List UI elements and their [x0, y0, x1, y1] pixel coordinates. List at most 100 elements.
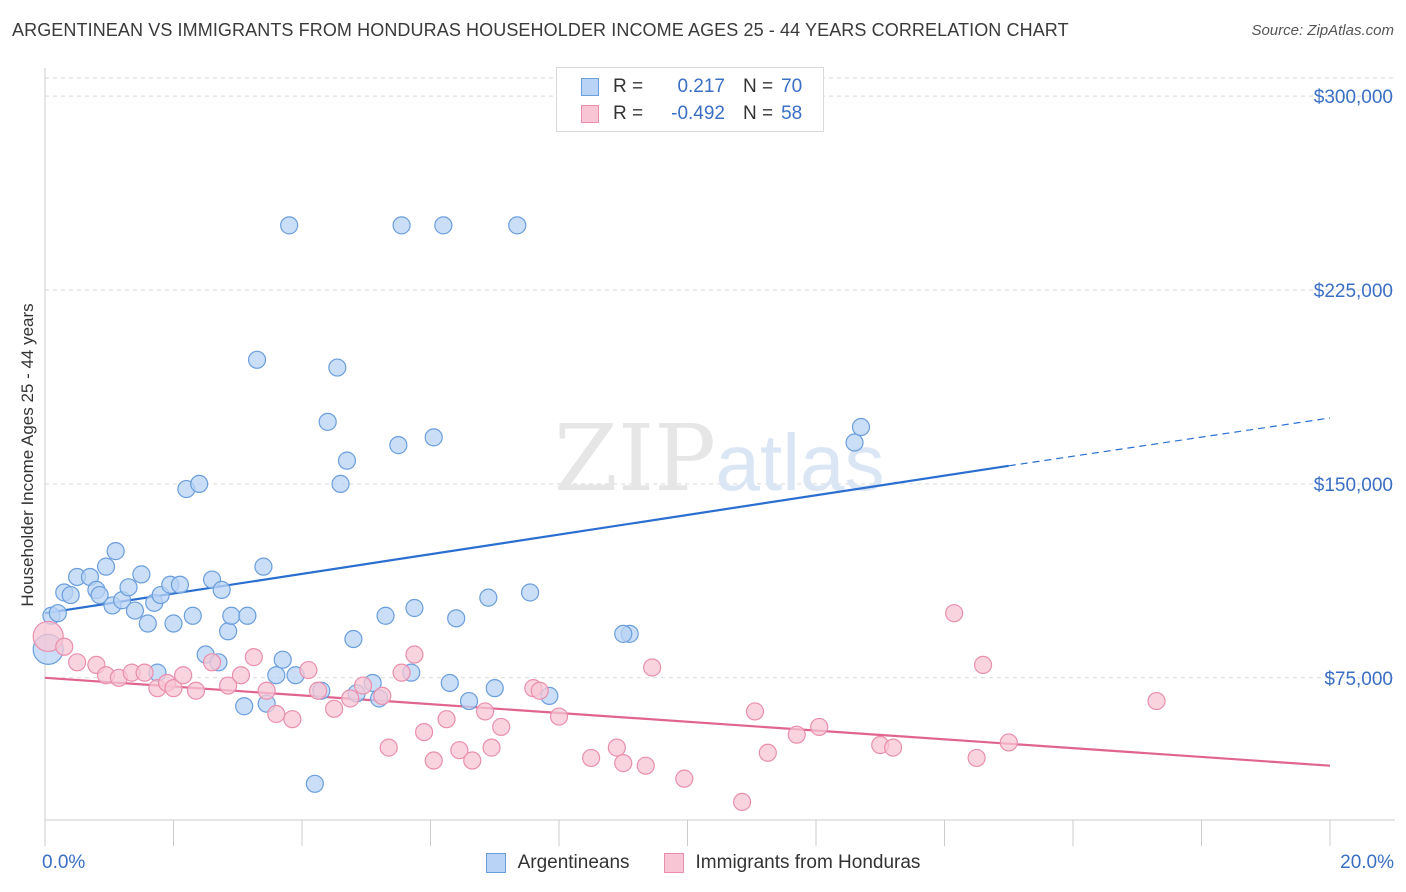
- blue-swatch: [581, 78, 599, 96]
- y-tick-label: $75,000: [1324, 669, 1393, 690]
- point-honduras: [341, 689, 360, 708]
- blue-swatch: [485, 853, 506, 873]
- y-tick-label: $150,000: [1314, 475, 1393, 496]
- point-argentineans: [424, 428, 443, 447]
- point-honduras: [414, 722, 434, 742]
- data-points: [32, 216, 1166, 812]
- point-honduras: [68, 653, 87, 672]
- legend-item-honduras[interactable]: Immigrants from Honduras: [663, 852, 921, 874]
- point-argentineans: [273, 650, 292, 669]
- point-honduras: [733, 792, 752, 812]
- n-label: N =: [743, 103, 774, 124]
- point-honduras: [476, 702, 495, 721]
- point-argentineans: [845, 433, 864, 452]
- point-honduras: [492, 717, 511, 737]
- point-honduras: [373, 686, 392, 706]
- point-honduras: [135, 663, 154, 682]
- source-label: Source: ZipAtlas.com: [1251, 22, 1394, 39]
- legend-item-argentineans[interactable]: Argentineans: [485, 852, 630, 874]
- point-honduras: [530, 681, 549, 700]
- point-honduras: [392, 663, 411, 682]
- point-argentineans: [389, 436, 408, 455]
- point-honduras: [299, 660, 318, 680]
- point-argentineans: [247, 350, 267, 369]
- series-legend: Argentineans Immigrants from Honduras: [0, 852, 1406, 874]
- point-honduras: [257, 681, 276, 700]
- point-argentineans: [190, 474, 209, 494]
- point-argentineans: [376, 606, 395, 625]
- n-label: N =: [743, 76, 774, 97]
- n-value: 58: [781, 103, 803, 124]
- correlation-legend: R = 0.217 N = 70 R = -0.492 N = 58: [556, 67, 824, 132]
- legend-label: Immigrants from Honduras: [695, 852, 921, 873]
- y-axis-label: Householder Income Ages 25 - 44 years: [18, 303, 37, 607]
- point-argentineans: [337, 451, 357, 470]
- point-honduras: [945, 604, 964, 623]
- point-honduras: [424, 751, 443, 770]
- point-argentineans: [440, 673, 459, 693]
- point-argentineans: [434, 216, 453, 235]
- point-honduras: [643, 658, 662, 677]
- point-argentineans: [170, 575, 190, 594]
- y-tick-labels: $75,000 $150,000 $225,000 $300,000: [1314, 87, 1393, 690]
- point-argentineans: [61, 585, 80, 605]
- point-argentineans: [331, 474, 350, 494]
- watermark-zip: ZIP: [554, 405, 716, 512]
- point-honduras: [973, 655, 993, 674]
- point-honduras: [353, 676, 373, 695]
- point-argentineans: [344, 629, 363, 649]
- point-argentineans: [90, 585, 109, 605]
- point-honduras: [55, 637, 74, 656]
- legend-label: Argentineans: [517, 852, 630, 873]
- point-argentineans: [222, 606, 241, 625]
- point-honduras: [308, 681, 328, 700]
- point-argentineans: [96, 557, 116, 576]
- point-argentineans: [508, 216, 527, 235]
- point-honduras: [244, 648, 263, 667]
- point-argentineans: [851, 417, 871, 437]
- point-argentineans: [479, 588, 498, 607]
- point-argentineans: [138, 614, 157, 633]
- r-value: 0.217: [677, 76, 725, 97]
- point-honduras: [186, 681, 206, 700]
- trend-line-argentineans: [44, 464, 1009, 615]
- point-honduras: [758, 743, 777, 762]
- point-honduras: [787, 725, 806, 744]
- point-honduras: [1147, 691, 1166, 711]
- point-argentineans: [392, 216, 411, 235]
- point-honduras: [379, 738, 398, 757]
- point-argentineans: [614, 624, 633, 643]
- point-argentineans: [520, 583, 540, 602]
- point-honduras: [437, 710, 456, 729]
- point-honduras: [999, 733, 1018, 752]
- legend-row-argentineans: R = 0.217 N = 70: [581, 75, 802, 99]
- trend-line-honduras: [44, 676, 1331, 767]
- point-honduras: [463, 751, 482, 770]
- point-argentineans: [305, 774, 324, 793]
- point-honduras: [636, 756, 655, 775]
- point-argentineans: [447, 609, 466, 628]
- trend-line-argentineans-projection: [1008, 417, 1331, 467]
- point-argentineans: [119, 578, 138, 597]
- axes: [44, 68, 1395, 846]
- point-honduras: [164, 679, 183, 698]
- x-tick-max: 20.0%: [1340, 852, 1394, 873]
- point-argentineans: [125, 601, 145, 620]
- r-label: R =: [613, 76, 644, 97]
- point-argentineans: [235, 697, 254, 716]
- point-argentineans: [405, 598, 424, 618]
- point-argentineans: [183, 606, 202, 625]
- y-tick-label: $225,000: [1314, 281, 1393, 302]
- point-honduras: [810, 717, 829, 737]
- point-honduras: [202, 653, 222, 672]
- point-argentineans: [219, 622, 238, 641]
- point-argentineans: [238, 606, 257, 625]
- point-argentineans: [485, 679, 504, 698]
- point-honduras: [174, 666, 193, 685]
- point-argentineans: [318, 412, 337, 431]
- point-argentineans: [132, 565, 151, 584]
- point-argentineans: [280, 216, 299, 235]
- point-honduras: [675, 769, 694, 788]
- point-honduras: [967, 748, 986, 768]
